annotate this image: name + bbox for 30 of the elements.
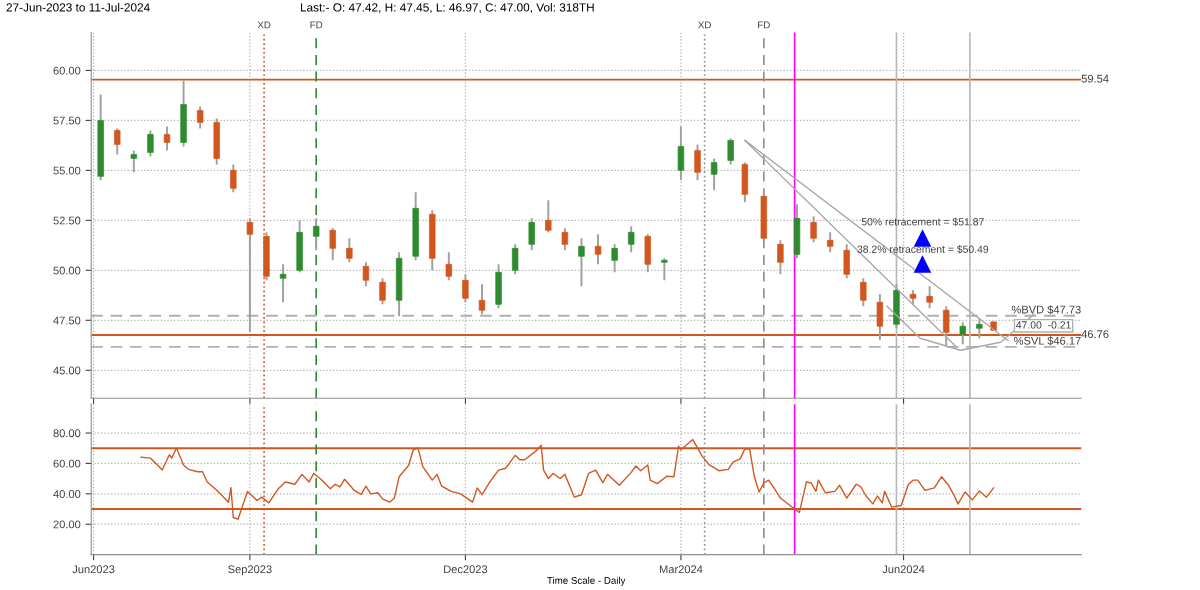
- y-tick-label: 55.00: [53, 166, 81, 175]
- x-axis-title: Time Scale - Daily: [547, 576, 626, 586]
- ref-line-label: XD: [698, 21, 711, 29]
- ref-line-label: FD: [310, 21, 323, 29]
- y-tick-label: 20.00: [53, 520, 81, 529]
- x-tick-label: Jun2023: [72, 565, 115, 574]
- ref-line-label: XD: [257, 21, 271, 29]
- x-tick-label: Sep2023: [228, 565, 272, 576]
- y-tick-label: 80.00: [53, 429, 81, 438]
- ref-line-label: %BVD $47.73: [1011, 305, 1081, 315]
- y-tick-label: 45.00: [53, 366, 81, 375]
- y-tick-label: 57.50: [53, 116, 81, 125]
- ref-line-label: 46.76: [1081, 330, 1109, 339]
- ref-line-label: FD: [758, 21, 770, 29]
- y-tick-label: 60.00: [53, 66, 81, 75]
- x-tick-label: Mar2024: [659, 565, 703, 574]
- chart-subtitle: Last:- O: 47.42, H: 47.45, L: 46.97, C: 47.00, Vol: 318TH: [300, 2, 594, 14]
- annotation: 38.2% retracement = $50.49: [857, 245, 989, 254]
- x-tick-label: Dec2023: [444, 565, 488, 574]
- annotation: 47.00 -0.21: [1016, 321, 1071, 329]
- y-tick-label: 50.00: [53, 266, 81, 275]
- annotation: 50% retracement = $51.87: [861, 217, 984, 227]
- y-tick-label: 60.00: [53, 459, 81, 468]
- x-tick-label: Jun2024: [882, 565, 925, 574]
- ref-line-label: 59.54: [1081, 74, 1109, 83]
- chart-title: 27-Jun-2023 to 11-Jul-2024: [6, 2, 150, 12]
- y-tick-label: 40.00: [53, 490, 81, 498]
- y-tick-label: 52.50: [53, 216, 81, 225]
- ref-line-label: %SVL $46.17: [1014, 336, 1081, 346]
- y-tick-label: 47.50: [53, 316, 81, 325]
